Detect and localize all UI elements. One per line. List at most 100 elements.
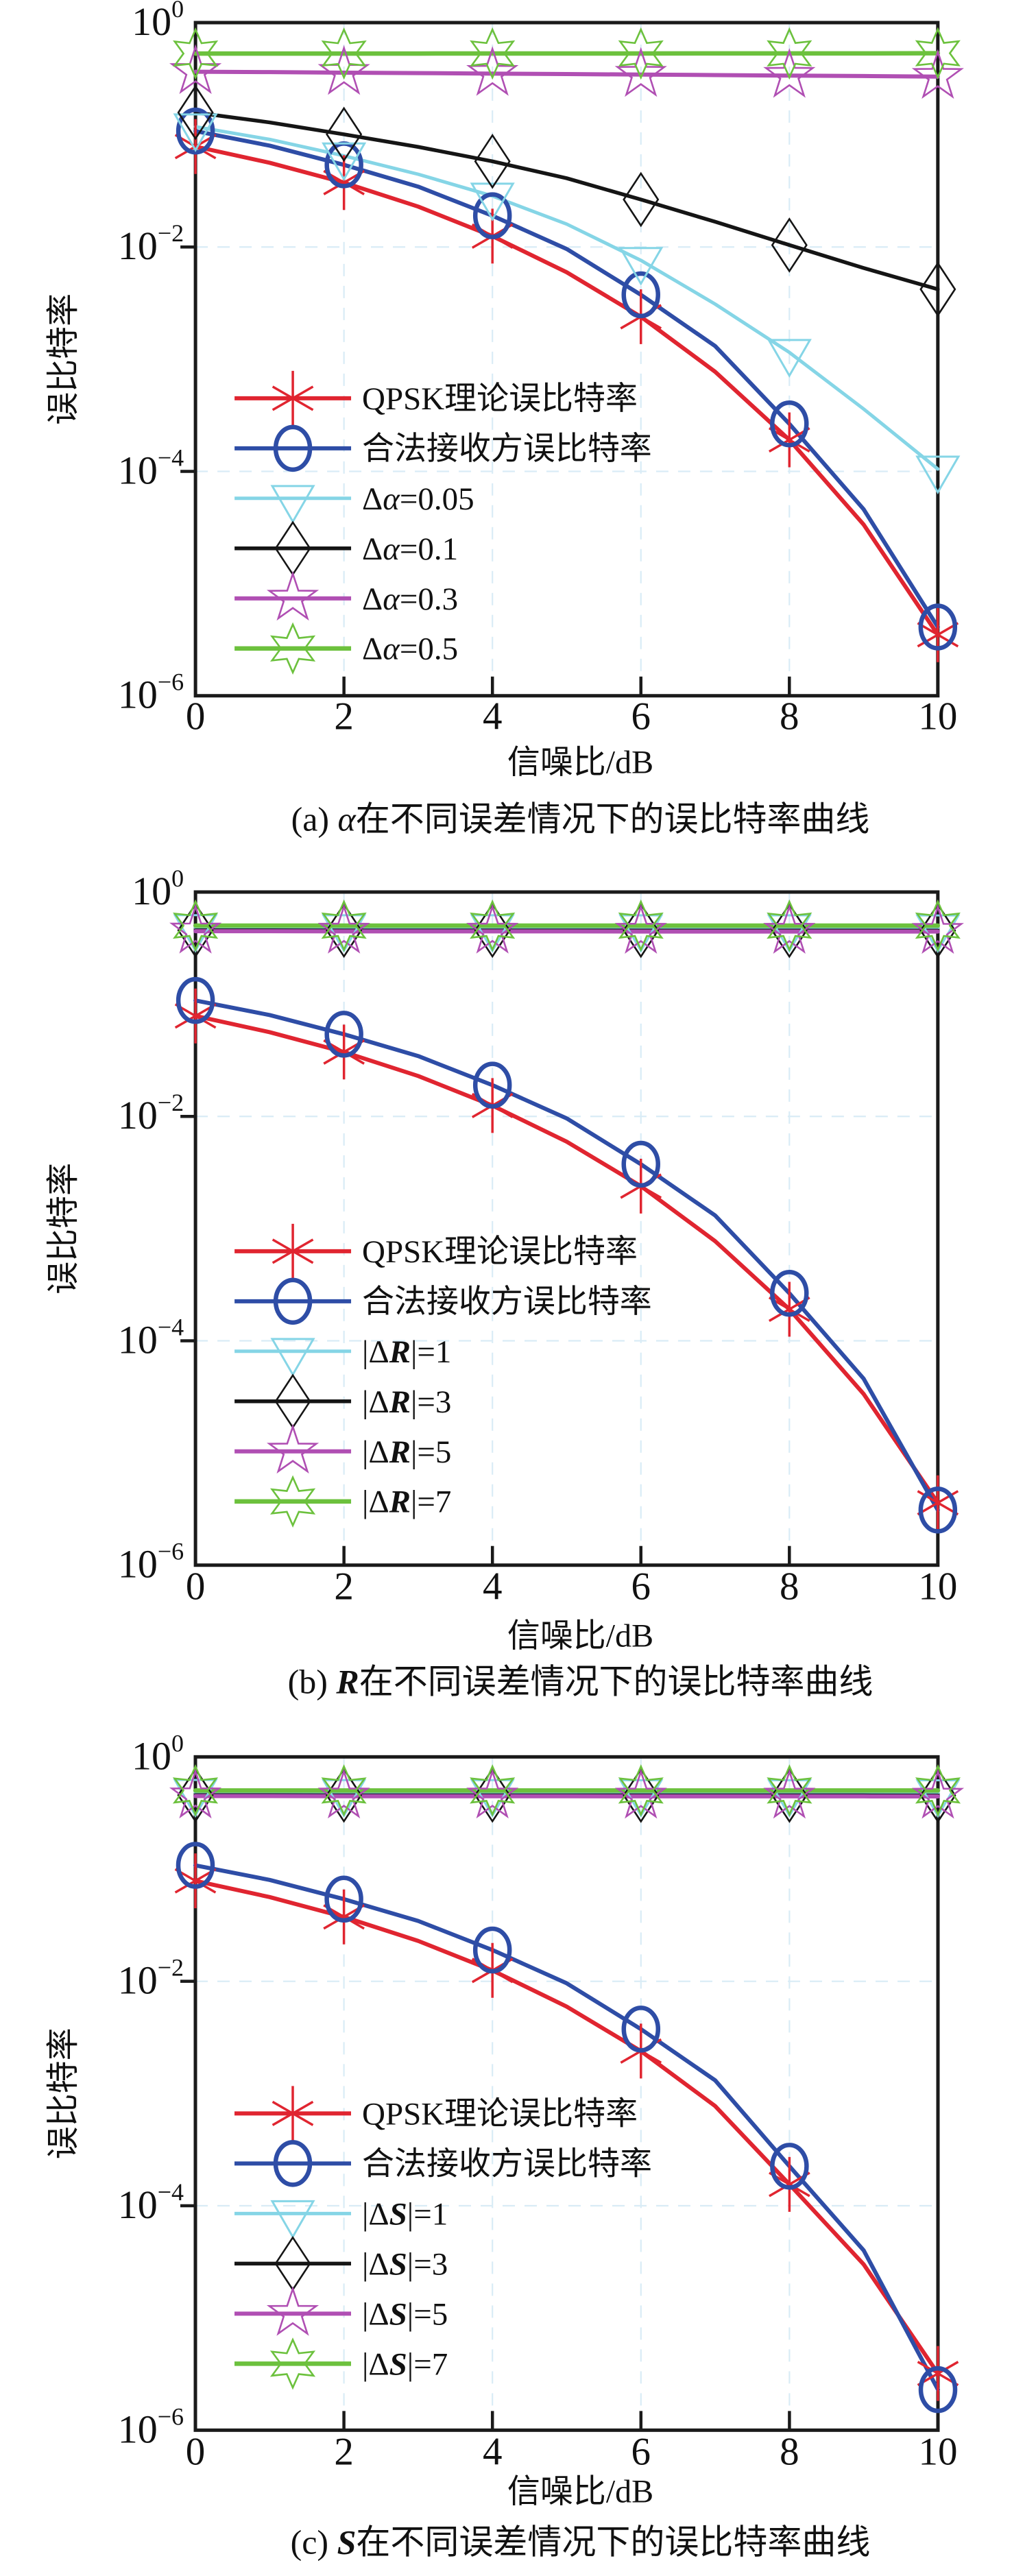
chart-caption: (a) α在不同误差情况下的误比特率曲线 — [291, 800, 870, 839]
series-5-marker — [172, 1764, 219, 1817]
legend-marker-4 — [266, 2286, 320, 2336]
series-line-1 — [193, 1863, 940, 2392]
series-line-0 — [193, 144, 940, 637]
axis-ticks — [180, 245, 791, 695]
plot-frame — [193, 21, 940, 698]
series-3-marker — [326, 106, 363, 162]
legend-label-1: 合法接收方误比特率 — [362, 2146, 652, 2182]
legend-label-3: |ΔR|=3 — [362, 1384, 451, 1420]
series-3-marker — [177, 84, 214, 141]
series-1-marker — [918, 1486, 958, 1534]
gridlines — [195, 22, 938, 696]
legend-marker-4 — [266, 1423, 320, 1474]
series-1-marker — [472, 1061, 512, 1109]
x-tick-label: 8 — [780, 1565, 799, 1609]
x-tick-label: 4 — [483, 695, 502, 738]
series-4-marker — [911, 49, 964, 99]
series-4-marker — [317, 1768, 370, 1819]
series-5-marker — [767, 27, 812, 80]
series-3-marker — [771, 217, 808, 273]
series-4-marker — [763, 904, 816, 954]
legend-label-0: QPSK理论误比特率 — [362, 2096, 638, 2132]
x-tick-label: 10 — [919, 2430, 958, 2473]
series-3-marker — [919, 902, 956, 959]
series-1-marker — [621, 1140, 660, 1188]
series-1-marker — [918, 603, 958, 651]
x-axis-label: 信噪比/dB — [507, 2473, 653, 2509]
series-3-marker — [474, 902, 511, 959]
series-3-marker — [474, 1767, 511, 1823]
series-1-marker — [176, 1842, 215, 1889]
series-line-4 — [193, 1794, 940, 1799]
series-3-marker — [177, 902, 214, 959]
series-5-marker — [470, 1764, 516, 1817]
x-tick-label: 8 — [780, 2430, 799, 2473]
series-1-marker — [621, 2006, 661, 2053]
series-5-marker — [321, 1764, 367, 1817]
series-5-marker — [618, 1764, 664, 1817]
series-5-marker — [767, 899, 812, 952]
series-1-marker — [770, 400, 809, 448]
series-5-marker — [618, 899, 664, 952]
series-4-marker — [614, 1768, 667, 1819]
legend-label-3: |ΔS|=3 — [362, 2246, 448, 2282]
series-0-marker — [323, 1889, 365, 1945]
x-tick-label: 2 — [334, 1565, 353, 1609]
series-line-1 — [193, 998, 940, 1513]
series-4-marker — [466, 1768, 519, 1819]
y-tick-label: 10−2 — [118, 1089, 184, 1137]
series-1-marker — [770, 1269, 809, 1317]
series-1-marker — [472, 192, 512, 239]
series-3-marker — [623, 171, 660, 228]
x-tick-label: 2 — [334, 695, 353, 738]
series-4-marker — [614, 904, 667, 954]
series-3-marker — [326, 902, 363, 959]
series-0-marker — [323, 155, 365, 210]
x-tick-label: 0 — [186, 695, 205, 738]
y-axis-label: 误比特率 — [45, 1163, 82, 1295]
legend-label-0: QPSK理论误比特率 — [362, 1234, 638, 1270]
series-5-marker — [321, 899, 367, 952]
series-3-marker — [919, 1768, 956, 1823]
series-0-marker — [174, 119, 217, 174]
y-tick-label: 10−6 — [118, 1538, 184, 1587]
legend-label-4: |ΔS|=5 — [362, 2296, 448, 2332]
series-5-marker — [915, 899, 961, 952]
series-5-marker — [915, 27, 961, 80]
series-5-marker — [618, 27, 664, 80]
y-tick-label: 10−2 — [118, 219, 184, 268]
series-2-marker — [322, 142, 367, 182]
x-tick-label: 2 — [334, 2430, 354, 2473]
legend-label-1: 合法接收方误比特率 — [362, 1284, 652, 1320]
series-0-marker — [768, 1281, 810, 1337]
series-line-0 — [193, 1879, 940, 2376]
plot-frame — [193, 1755, 940, 2432]
legend-label-5: Δα=0.5 — [362, 631, 458, 667]
series-4-marker — [763, 1768, 816, 1819]
x-tick-label: 10 — [918, 1565, 957, 1609]
series-5-marker — [321, 27, 367, 80]
legend-marker-2 — [270, 485, 315, 524]
series-1-marker — [770, 2143, 809, 2190]
series-3-marker — [177, 1767, 214, 1823]
series-2-marker — [173, 113, 218, 152]
x-axis-label: 信噪比/dB — [507, 1618, 653, 1654]
series-3-marker — [623, 902, 660, 959]
x-tick-label: 4 — [483, 2430, 503, 2473]
axis-ticks — [180, 1979, 791, 2429]
series-4-marker — [169, 1768, 222, 1819]
legend-label-1: 合法接收方误比特率 — [362, 431, 652, 467]
series-1-marker — [176, 976, 215, 1024]
series-2-marker — [767, 339, 812, 378]
y-tick-label: 10−6 — [118, 2403, 184, 2451]
x-tick-label: 0 — [186, 2430, 206, 2473]
series-5-marker — [173, 899, 219, 952]
legend-label-4: |ΔR|=5 — [362, 1434, 451, 1470]
y-tick-label: 10−4 — [118, 1313, 184, 1362]
series-5-marker — [767, 1764, 812, 1817]
legend-label-5: |ΔR|=7 — [362, 1484, 451, 1520]
series-5-marker — [470, 899, 516, 952]
legend-marker-1 — [273, 2140, 313, 2187]
